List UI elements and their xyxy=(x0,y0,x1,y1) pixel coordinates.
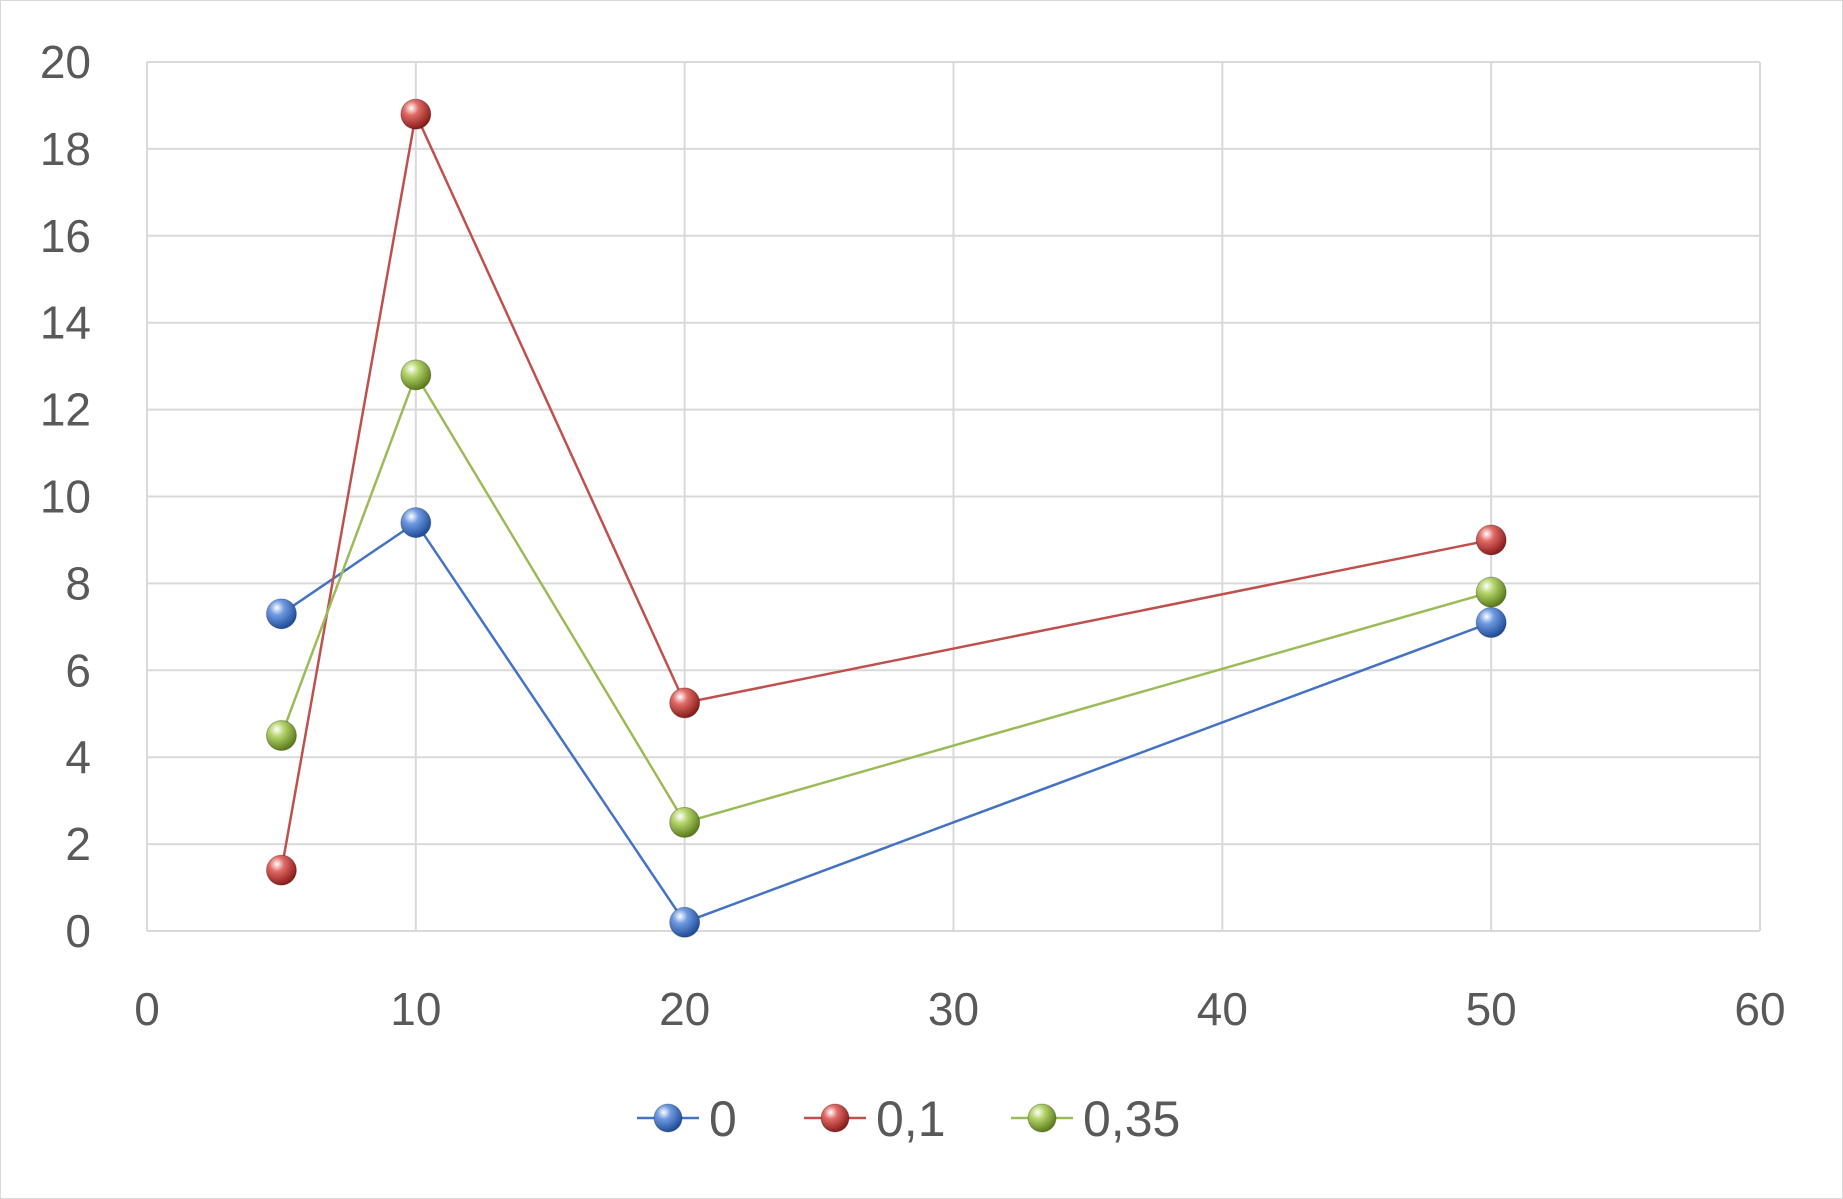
series-0,1 xyxy=(265,98,1507,886)
data-point xyxy=(400,359,432,391)
legend-marker xyxy=(1027,1103,1057,1133)
grid-layer xyxy=(146,61,1761,932)
data-point xyxy=(265,598,297,630)
legend-label: 0 xyxy=(709,1091,737,1147)
y-tick-label: 16 xyxy=(40,210,91,262)
legend-marker xyxy=(653,1103,683,1133)
data-point xyxy=(400,98,432,130)
y-tick-label: 12 xyxy=(40,384,91,436)
series-line xyxy=(280,109,1492,871)
series-layer xyxy=(265,98,1507,938)
data-point xyxy=(1475,607,1507,639)
y-tick-label: 10 xyxy=(40,471,91,523)
x-tick-label: 0 xyxy=(134,983,160,1035)
x-tick-label: 30 xyxy=(928,983,979,1035)
y-tick-label: 8 xyxy=(65,557,91,609)
legend: 0 0,1 0,35 xyxy=(637,1091,1180,1147)
x-tick-label: 50 xyxy=(1466,983,1517,1035)
data-point xyxy=(669,906,701,938)
axis-tick-labels: 0 2 4 6 8 10 12 14 16 18 20 0 10 20 30 40 50 60 xyxy=(40,36,1786,1035)
y-tick-label: 0 xyxy=(65,905,91,957)
data-point xyxy=(669,687,701,719)
legend-item: 0 xyxy=(637,1091,737,1147)
x-tick-label: 10 xyxy=(390,983,441,1035)
y-tick-label: 14 xyxy=(40,297,91,349)
x-tick-label: 60 xyxy=(1734,983,1785,1035)
legend-label: 0,1 xyxy=(876,1091,946,1147)
data-point xyxy=(265,719,297,751)
data-point xyxy=(400,507,432,539)
data-point xyxy=(1475,576,1507,608)
series-0,35 xyxy=(265,359,1507,838)
y-tick-label: 2 xyxy=(65,818,91,870)
legend-marker xyxy=(820,1103,850,1133)
y-tick-label: 4 xyxy=(65,731,91,783)
data-point xyxy=(265,854,297,886)
series-line xyxy=(280,371,1492,824)
x-tick-label: 40 xyxy=(1197,983,1248,1035)
y-tick-label: 18 xyxy=(40,123,91,175)
x-tick-label: 20 xyxy=(659,983,710,1035)
data-point xyxy=(669,806,701,838)
data-point xyxy=(1475,524,1507,556)
series-line xyxy=(280,520,1492,924)
series-0 xyxy=(265,507,1507,938)
y-tick-label: 6 xyxy=(65,644,91,696)
legend-label: 0,35 xyxy=(1083,1091,1180,1147)
legend-item: 0,1 xyxy=(804,1091,946,1147)
y-tick-label: 20 xyxy=(40,36,91,88)
legend-item: 0,35 xyxy=(1011,1091,1180,1147)
